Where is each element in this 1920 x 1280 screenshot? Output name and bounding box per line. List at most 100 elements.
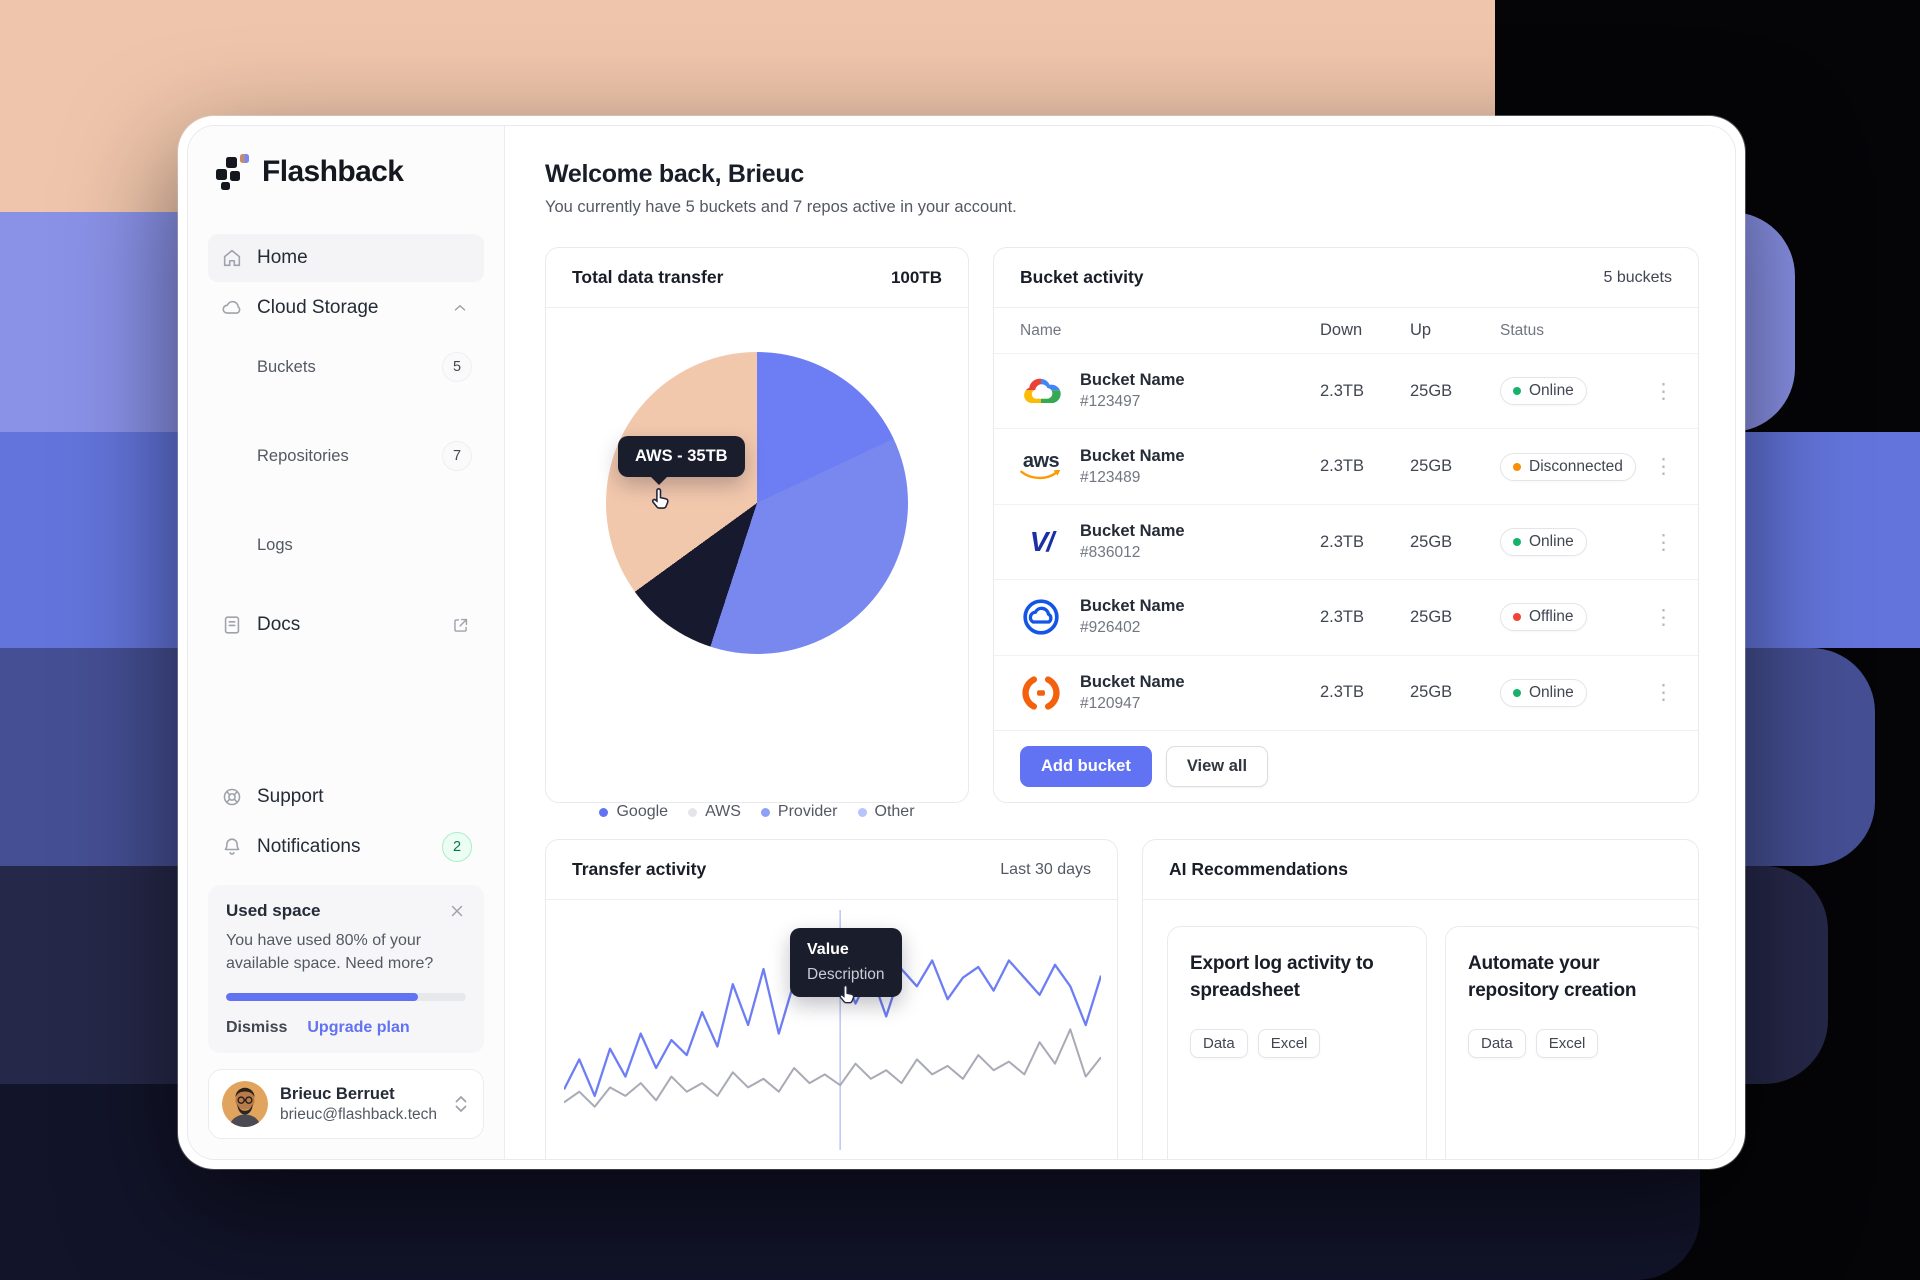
sidebar-footer-nav: Support Notifications 2	[208, 773, 484, 871]
card-title: Total data transfer	[572, 267, 724, 287]
table-row: V/ Bucket Name #836012 2.3TB 25GB Online …	[994, 503, 1698, 579]
upgrade-plan-link[interactable]: Upgrade plan	[307, 1019, 410, 1036]
profile-name: Brieuc Berruet	[280, 1084, 395, 1103]
legend-dot	[688, 807, 698, 817]
sidebar-item-repositories[interactable]: Repositories 7	[208, 432, 484, 480]
avatar	[222, 1081, 268, 1127]
legend-dot	[599, 807, 609, 817]
bucket-count: 5 buckets	[1603, 268, 1672, 286]
legend-dot	[857, 807, 867, 817]
legend-item[interactable]: Provider	[760, 803, 838, 821]
view-all-button[interactable]: View all	[1165, 746, 1269, 788]
skill-title: Automate your repository creation	[1468, 953, 1637, 1001]
close-icon[interactable]	[448, 902, 466, 920]
card-title: Bucket activity	[1020, 267, 1144, 287]
line-tooltip: Value Description	[790, 928, 902, 997]
card-title: Transfer activity	[572, 859, 707, 879]
sidebar-item-label: Home	[257, 247, 308, 268]
sidebar-nav: Home Cloud Storage Buckets	[208, 234, 484, 649]
status-badge: Online	[1500, 377, 1587, 406]
table-row: Bucket Name #926402 2.3TB 25GB Offline ⋮	[994, 579, 1698, 654]
home-icon	[220, 246, 244, 270]
repositories-count-badge: 7	[442, 441, 472, 471]
total-data-transfer-card: Total data transfer 100TB AWS - 35TB Goo…	[545, 247, 969, 820]
user-profile-card[interactable]: Brieuc Berruet brieuc@flashback.tech	[208, 1069, 484, 1139]
kebab-menu-icon[interactable]: ⋮	[1653, 455, 1674, 479]
notifications-count-badge: 2	[442, 831, 472, 862]
used-space-title: Used space	[226, 900, 321, 920]
status-badge: Offline	[1500, 603, 1587, 632]
sidebar-item-label: Buckets	[257, 357, 316, 376]
legend-item[interactable]: Google	[599, 803, 668, 821]
table-row: Bucket Name #120947 2.3TB 25GB Online ⋮	[994, 654, 1698, 730]
used-space-text: You have used 80% of your available spac…	[226, 931, 434, 972]
sidebar-item-docs[interactable]: Docs	[208, 601, 484, 649]
sidebar: Flashback Home Cloud Storage	[188, 126, 505, 1159]
kebab-menu-icon[interactable]: ⋮	[1653, 530, 1674, 554]
table-header: Name Down Up Status	[1020, 321, 1544, 339]
chevron-up-icon[interactable]	[448, 296, 472, 320]
aws-icon: aws	[1020, 446, 1062, 488]
profile-email: brieuc@flashback.tech	[280, 1105, 438, 1123]
transfer-activity-card: Transfer activity Last 30 days	[545, 839, 1118, 1159]
dismiss-link[interactable]: Dismiss	[226, 1019, 288, 1036]
used-space-card: Used space You have used 80% of your ava…	[208, 884, 484, 1053]
used-space-progressbar	[226, 993, 466, 1001]
page-title: Welcome back, Brieuc	[545, 160, 804, 188]
tag: Excel	[1257, 1028, 1321, 1058]
baseline-series-line	[564, 1028, 1101, 1108]
flashback-logo-icon	[216, 154, 249, 190]
chevron-updown-icon	[452, 1093, 470, 1115]
bell-icon	[220, 835, 244, 859]
add-bucket-button[interactable]: Add bucket	[1020, 746, 1152, 788]
orange-brackets-icon	[1020, 672, 1062, 714]
date-range-label: Last 30 days	[1000, 860, 1091, 878]
sidebar-item-label: Notifications	[257, 835, 361, 857]
sidebar-item-home[interactable]: Home	[208, 234, 484, 282]
pie-tooltip: AWS - 35TB	[618, 436, 745, 485]
main-content: Welcome back, Brieuc You currently have …	[505, 126, 1735, 1159]
kebab-menu-icon[interactable]: ⋮	[1653, 605, 1674, 629]
status-badge: Online	[1500, 528, 1587, 557]
legend-item[interactable]: AWS	[688, 803, 741, 821]
hand-cursor-icon	[836, 983, 860, 1007]
sidebar-item-label: Support	[257, 785, 324, 807]
status-badge: Online	[1500, 678, 1587, 707]
kebab-menu-icon[interactable]: ⋮	[1653, 379, 1674, 403]
cloud-icon	[220, 296, 244, 320]
table-row: aws Bucket Name #123489 2.3TB 25GB Discon…	[994, 428, 1698, 503]
tag: Data	[1468, 1028, 1526, 1058]
sidebar-item-cloud-storage[interactable]: Cloud Storage	[208, 284, 484, 332]
brand-name: Flashback	[262, 155, 404, 188]
sidebar-item-logs[interactable]: Logs	[208, 521, 484, 569]
page-subtitle: You currently have 5 buckets and 7 repos…	[545, 198, 1017, 216]
external-link-icon	[448, 613, 472, 637]
ai-recommendations-card: AI Recommendations Export log activity t…	[1142, 839, 1699, 1159]
bucket-activity-card: Bucket activity 5 buckets Name Down Up S…	[993, 247, 1699, 803]
sidebar-item-buckets[interactable]: Buckets 5	[208, 343, 484, 391]
skill-title: Export log activity to spreadsheet	[1190, 953, 1374, 1001]
hand-cursor-icon	[648, 486, 675, 513]
brand: Flashback	[208, 154, 484, 190]
lifebuoy-icon	[220, 785, 244, 809]
status-badge: Disconnected	[1500, 452, 1636, 481]
buckets-count-badge: 5	[442, 352, 472, 382]
sidebar-item-support[interactable]: Support	[208, 773, 484, 821]
sidebar-item-label: Logs	[257, 535, 293, 554]
google-cloud-icon	[1020, 370, 1062, 412]
legend-dot	[760, 807, 770, 817]
ai-skill-card: Export log activity to spreadsheet Data …	[1167, 926, 1427, 1159]
ai-skill-card: Automate your repository creation Data E…	[1445, 926, 1698, 1159]
legend-item[interactable]: Other	[857, 803, 915, 821]
pie-legend: Google AWS Provider Other	[546, 803, 968, 821]
tag: Excel	[1535, 1028, 1599, 1058]
card-title: AI Recommendations	[1169, 859, 1348, 879]
line-chart-area[interactable]: Value Description	[546, 900, 1117, 1159]
sidebar-item-notifications[interactable]: Notifications 2	[208, 823, 484, 871]
tag: Data	[1190, 1028, 1248, 1058]
sidebar-item-label: Cloud Storage	[257, 297, 379, 318]
used-space-progress-fill	[226, 993, 418, 1001]
kebab-menu-icon[interactable]: ⋮	[1653, 681, 1674, 705]
total-transfer-value: 100TB	[890, 267, 942, 287]
